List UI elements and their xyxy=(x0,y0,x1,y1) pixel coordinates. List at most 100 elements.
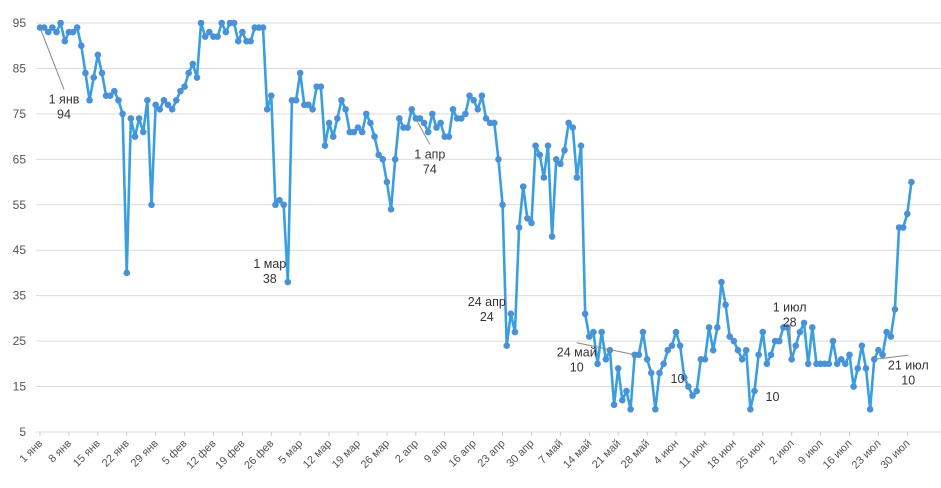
data-point xyxy=(82,69,89,77)
x-tick-label: 28 май xyxy=(619,438,652,471)
data-point xyxy=(742,346,750,354)
data-point xyxy=(652,405,659,413)
data-point xyxy=(602,355,610,363)
x-tick-label: 15 янв xyxy=(71,438,103,470)
data-point xyxy=(160,96,168,104)
annotation-value: 10 xyxy=(671,372,685,386)
annotation-value: 10 xyxy=(766,390,780,404)
data-point xyxy=(581,310,589,318)
data-point xyxy=(660,360,667,368)
data-point xyxy=(462,110,469,118)
data-point xyxy=(495,156,502,163)
data-point xyxy=(144,96,151,104)
x-tick-label: 2 июл xyxy=(767,438,797,468)
data-point xyxy=(614,365,622,372)
data-point xyxy=(722,301,729,309)
annotation-leader xyxy=(874,354,909,360)
data-point xyxy=(854,365,862,372)
data-point xyxy=(152,101,159,109)
data-point xyxy=(718,278,725,286)
y-axis: 5 15 25 35 45 55 65 75 85 95 xyxy=(13,16,27,439)
data-point xyxy=(784,324,791,331)
data-point xyxy=(796,328,804,336)
data-point xyxy=(391,156,399,163)
data-point xyxy=(701,355,709,363)
data-point xyxy=(156,106,164,113)
data-point xyxy=(263,106,271,113)
x-tick-label: 25 июн xyxy=(734,438,768,472)
data-point xyxy=(804,360,812,368)
data-point xyxy=(247,37,254,45)
data-point xyxy=(106,92,114,100)
data-point xyxy=(606,346,614,354)
y-tick-label: 35 xyxy=(13,289,27,303)
data-point xyxy=(846,351,853,359)
data-point xyxy=(98,69,106,77)
data-point xyxy=(561,146,568,154)
data-point xyxy=(883,328,890,336)
data-point xyxy=(763,360,771,368)
annotation-value: 10 xyxy=(570,361,584,375)
data-point xyxy=(829,337,837,345)
data-point xyxy=(668,342,676,349)
data-point xyxy=(61,37,69,45)
annotation-date: 1 апр xyxy=(414,147,445,161)
data-point xyxy=(647,369,655,377)
data-point xyxy=(837,355,845,363)
y-tick-label: 65 xyxy=(13,152,27,166)
data-point xyxy=(519,183,527,190)
data-point xyxy=(594,360,601,368)
data-point xyxy=(730,337,738,345)
data-point xyxy=(267,92,275,100)
data-point xyxy=(544,142,552,149)
data-point xyxy=(891,306,899,313)
x-tick-label: 19 мар xyxy=(330,438,363,471)
annotation-date: 24 апр xyxy=(468,295,506,309)
data-point xyxy=(643,355,651,363)
data-point xyxy=(329,133,337,140)
data-point xyxy=(379,156,387,163)
x-tick-label: 19 фев xyxy=(213,438,247,472)
annotation-value: 10 xyxy=(901,373,915,387)
data-point xyxy=(206,28,213,36)
x-tick-label: 14 май xyxy=(561,438,594,471)
annotation-date: 24 май xyxy=(557,346,597,360)
data-point xyxy=(189,60,197,68)
data-point xyxy=(73,24,81,31)
x-tick-label: 2 апр xyxy=(393,438,421,466)
data-point xyxy=(491,119,498,127)
data-point xyxy=(86,96,93,104)
data-point xyxy=(139,128,147,136)
data-point xyxy=(747,405,754,413)
x-tick-label: 22 янв xyxy=(100,438,132,470)
data-point xyxy=(672,328,680,336)
data-point xyxy=(214,33,221,40)
annotation-value: 74 xyxy=(423,162,437,176)
y-tick-label: 15 xyxy=(13,380,27,394)
data-point xyxy=(755,351,762,359)
data-point xyxy=(833,360,841,368)
y-tick-label: 85 xyxy=(13,61,27,75)
data-point xyxy=(627,405,634,413)
data-point xyxy=(292,96,300,104)
data-point xyxy=(899,224,907,231)
data-point xyxy=(181,83,188,90)
data-point xyxy=(383,178,391,186)
data-point xyxy=(775,337,783,345)
data-point xyxy=(416,115,424,122)
data-point xyxy=(334,115,341,122)
data-point xyxy=(577,142,585,149)
data-point xyxy=(590,328,597,336)
data-point xyxy=(53,28,60,36)
x-tick-label: 30 апр xyxy=(504,438,536,470)
annotation-leader xyxy=(39,27,65,90)
data-point xyxy=(457,115,465,122)
data-point xyxy=(433,124,440,131)
data-point xyxy=(40,24,48,31)
data-point xyxy=(424,128,432,136)
data-point xyxy=(875,346,882,354)
annotation-value: 24 xyxy=(480,310,494,324)
data-point xyxy=(680,374,688,381)
data-point xyxy=(610,401,618,409)
